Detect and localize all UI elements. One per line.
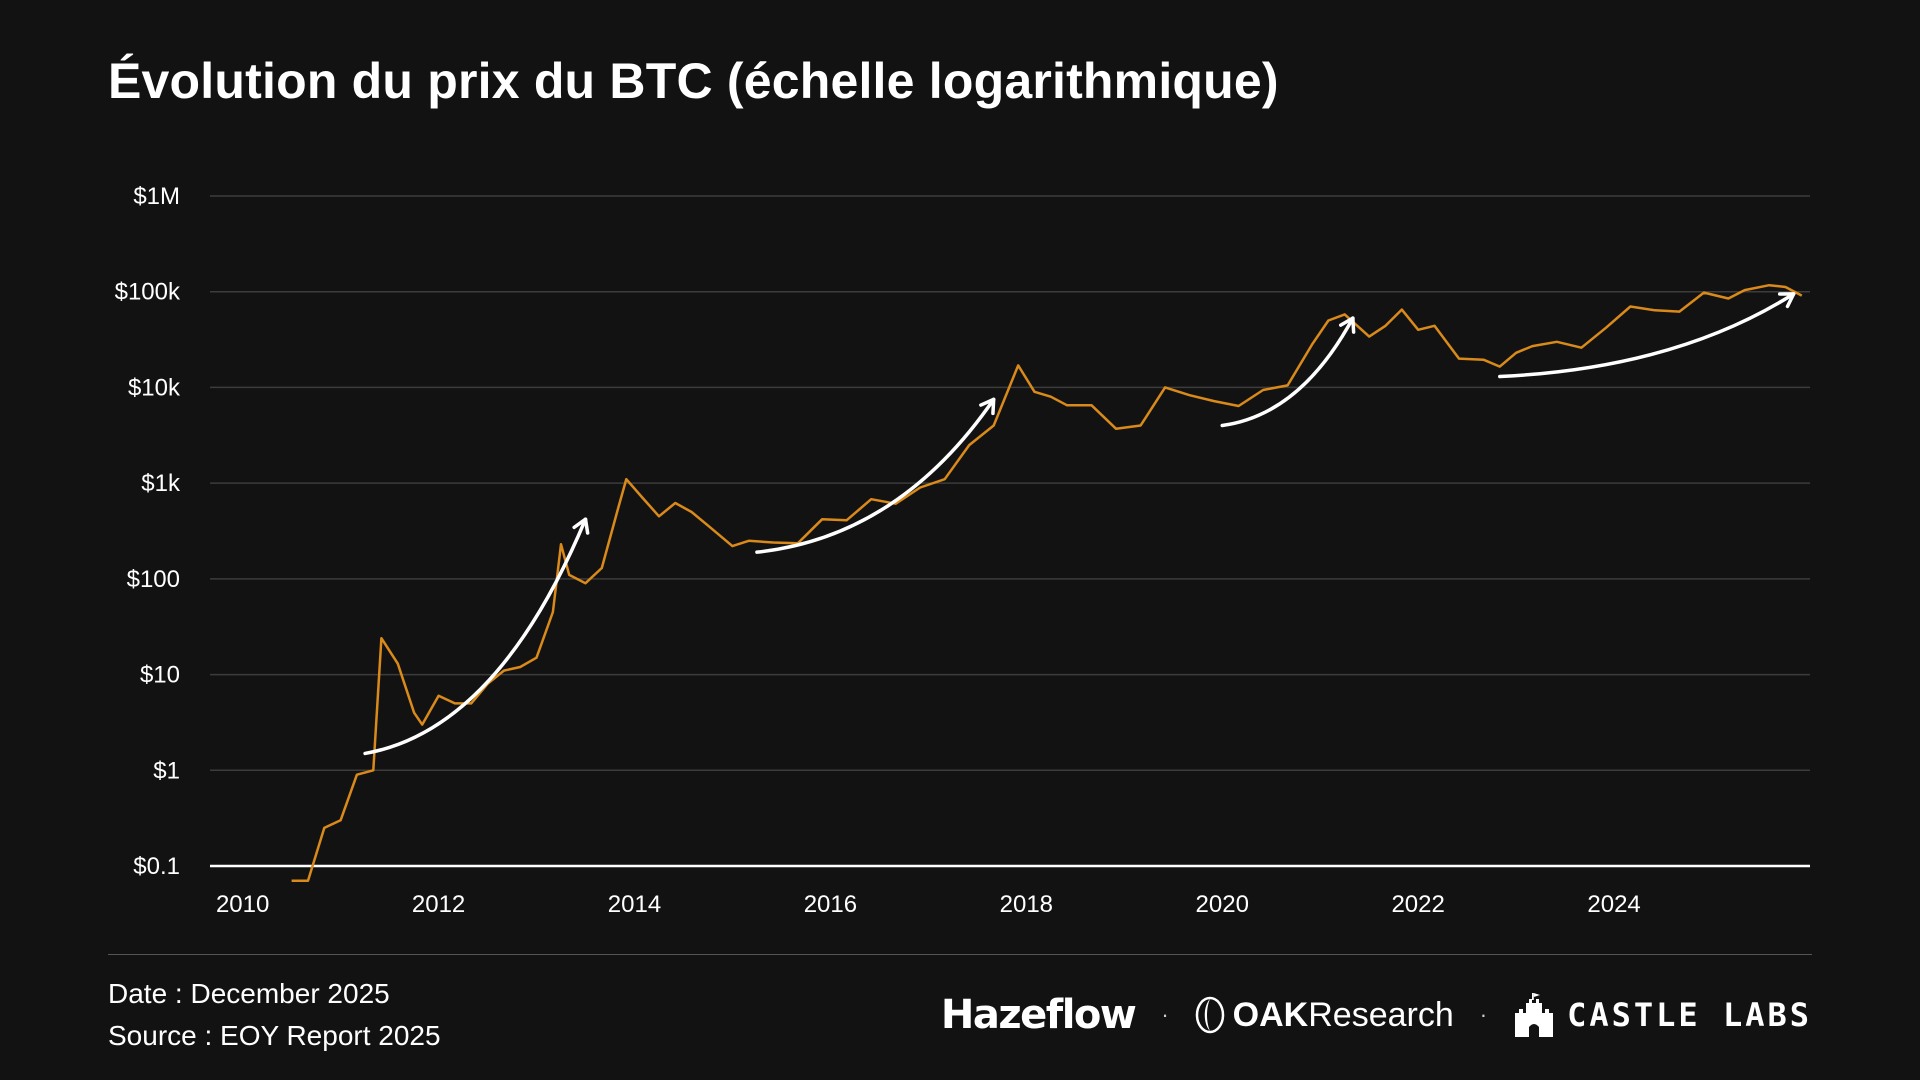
hazeflow-logo: Hazeflow	[940, 992, 1137, 1038]
y-tick-label: $10k	[128, 374, 181, 401]
castle-labs-wordmark: CASTLE LABS	[1567, 996, 1812, 1034]
x-tick-label: 2022	[1391, 891, 1444, 918]
x-tick-label: 2018	[1000, 891, 1053, 918]
castle-labs-logo: CASTLE LABS	[1513, 993, 1812, 1037]
y-axis-ticks: $0.1 $1 $10 $100 $1k $10k $100k $1M	[115, 183, 181, 880]
x-tick-label: 2020	[1196, 891, 1249, 918]
y-tick-label: $1	[153, 757, 180, 784]
y-tick-label: $0.1	[133, 853, 180, 880]
btc-price-line	[291, 283, 1803, 883]
oak-logo-bold: OAK	[1232, 995, 1309, 1034]
y-tick-label: $1M	[133, 183, 180, 210]
footer-divider	[108, 954, 1812, 955]
arrow-head	[979, 397, 996, 416]
oak-logo-rest: Research	[1308, 995, 1454, 1034]
report-source: Source : EOY Report 2025	[108, 1020, 441, 1051]
x-tick-label: 2010	[216, 891, 269, 918]
arrow-head	[1338, 316, 1356, 334]
logo-separator: ·	[1161, 1002, 1169, 1027]
x-axis-ticks: 2010 2012 2014 2016 2018 2020 2022 2024	[216, 891, 1641, 918]
btc-price-chart: $0.1$1$10$100$1k$10k$100k$1M 2010 2012 201…	[115, 183, 1810, 918]
y-tick-label: $10	[140, 662, 180, 689]
arrow-head	[572, 517, 590, 535]
price-series	[291, 283, 1803, 883]
gridlines	[210, 195, 1810, 868]
partner-logos: Hazeflow · OAKResearch · CASTLE LABS	[941, 990, 1812, 1040]
castle-icon	[1515, 993, 1554, 1037]
trend-arrow	[1498, 292, 1796, 379]
y-tick-label: $100k	[115, 279, 181, 306]
logo-separator: ·	[1479, 1002, 1488, 1027]
arrow-head	[1777, 292, 1796, 309]
x-tick-label: 2016	[804, 891, 857, 918]
report-date: Date : December 2025	[108, 978, 390, 1009]
trend-arrow	[755, 397, 996, 554]
x-tick-label: 2012	[412, 891, 465, 918]
y-tick-label: $1k	[141, 470, 181, 497]
x-tick-label: 2024	[1587, 891, 1640, 918]
trend-arrows	[363, 292, 1796, 756]
trend-arrow	[363, 517, 590, 756]
oak-leaf-icon	[1195, 996, 1224, 1034]
x-tick-label: 2014	[608, 891, 661, 918]
trend-arrow	[1220, 316, 1356, 428]
y-tick-label: $100	[127, 566, 180, 593]
oak-research-logo: OAKResearch	[1195, 996, 1454, 1035]
chart-title: Évolution du prix du BTC (échelle logari…	[108, 53, 1279, 109]
